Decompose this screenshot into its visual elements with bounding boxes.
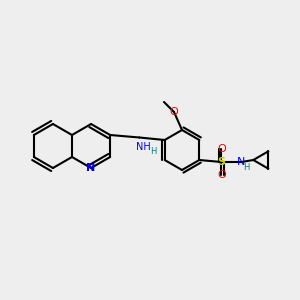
Text: O: O (217, 144, 226, 154)
Text: N: N (237, 157, 245, 167)
Text: N: N (86, 163, 96, 173)
Text: O: O (217, 170, 226, 180)
Text: H: H (150, 147, 157, 156)
Text: S: S (217, 157, 225, 167)
Text: H: H (243, 163, 250, 172)
Text: NH: NH (136, 142, 151, 152)
Text: O: O (169, 107, 178, 117)
